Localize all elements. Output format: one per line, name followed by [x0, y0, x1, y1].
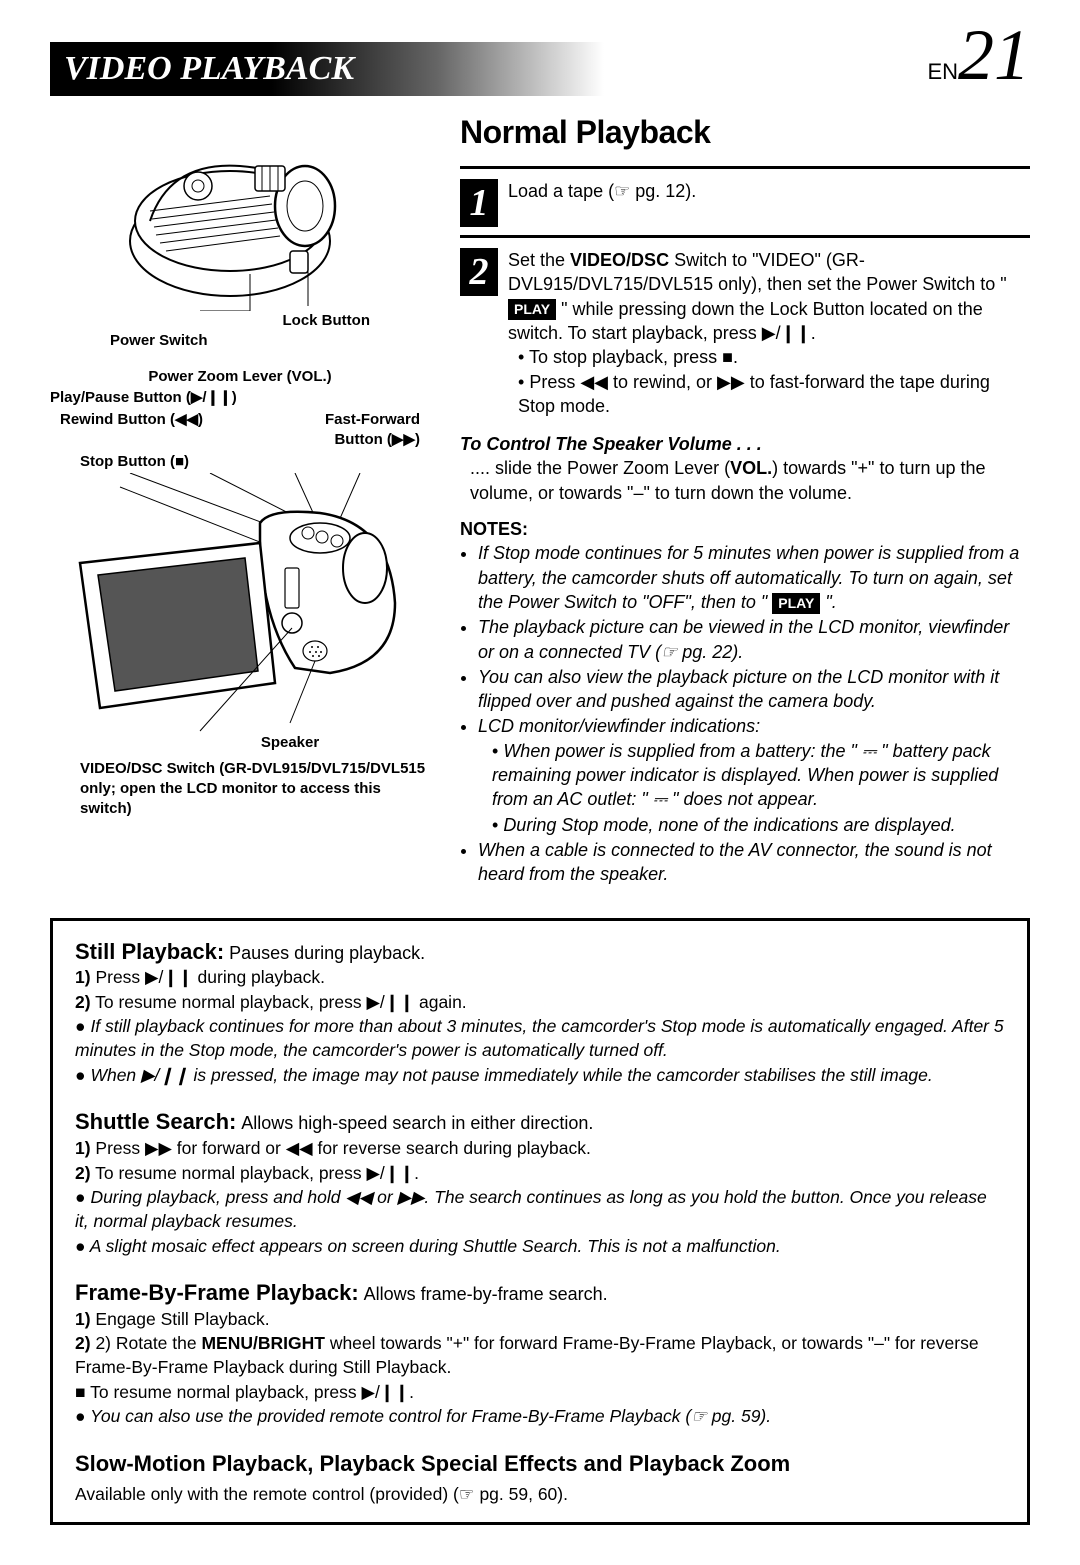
- rewind-label: Rewind Button (◀◀): [60, 410, 203, 451]
- note-5: When a cable is connected to the AV conn…: [478, 838, 1030, 887]
- page-header: VIDEO PLAYBACK EN21: [50, 30, 1030, 96]
- diagram-column: Lock Button Power Switch Power Zoom Leve…: [50, 111, 430, 888]
- slow-title: Slow-Motion Playback, Playback Special E…: [75, 1449, 1005, 1479]
- step-1-number: 1: [460, 179, 498, 227]
- notes-heading: NOTES:: [460, 517, 1030, 541]
- page-lang: EN: [927, 59, 958, 84]
- frame-block: Frame-By-Frame Playback: Allows frame-by…: [75, 1278, 1005, 1429]
- note-2: The playback picture can be viewed in th…: [478, 615, 1030, 664]
- divider: [460, 235, 1030, 238]
- step-1-text: Load a tape (☞ pg. 12).: [508, 179, 1030, 227]
- page-number-block: EN21: [927, 30, 1030, 87]
- dsc-switch-note: VIDEO/DSC Switch (GR-DVL915/DVL715/DVL51…: [50, 753, 430, 820]
- shuttle-bullet-2: A slight mosaic effect appears on screen…: [75, 1235, 1005, 1259]
- still-bullet-1: If still playback continues for more tha…: [75, 1015, 1005, 1062]
- volume-heading: To Control The Speaker Volume . . .: [460, 432, 1030, 456]
- note-4: LCD monitor/viewfinder indications: When…: [478, 714, 1030, 836]
- rewind-ff-note: Press ◀◀ to rewind, or ▶▶ to fast-forwar…: [508, 370, 1030, 419]
- lock-button-label: Lock Button: [283, 312, 371, 329]
- speaker-label: Speaker: [261, 734, 319, 751]
- note-1: If Stop mode continues for 5 minutes whe…: [478, 541, 1030, 614]
- still-title: Still Playback:: [75, 939, 224, 964]
- camcorder-lcd-illustration: [60, 473, 420, 733]
- frame-step-1: 1) Engage Still Playback.: [75, 1308, 1005, 1332]
- normal-playback-title: Normal Playback: [460, 111, 1030, 154]
- frame-step-2: 2) 2) Rotate the MENU/BRIGHT wheel towar…: [75, 1332, 1005, 1379]
- stop-note: To stop playback, press ■.: [508, 345, 1030, 369]
- note-3: You can also view the playback picture o…: [478, 665, 1030, 714]
- divider: [460, 166, 1030, 169]
- stop-label: Stop Button (■): [80, 453, 189, 470]
- step-2-text: Set the VIDEO/DSC Switch to "VIDEO" (GR-…: [508, 248, 1030, 418]
- power-switch-label: Power Switch: [110, 332, 208, 349]
- camcorder-top-illustration: [90, 111, 390, 311]
- power-zoom-label: Power Zoom Lever (VOL.): [148, 368, 331, 385]
- frame-sub: Allows frame-by-frame search.: [364, 1284, 608, 1304]
- section-title-bar: VIDEO PLAYBACK: [50, 42, 604, 96]
- shuttle-step-2: 2) To resume normal playback, press ▶/❙❙…: [75, 1162, 1005, 1186]
- frame-bullet-1: You can also use the provided remote con…: [75, 1405, 1005, 1429]
- note-4a: When power is supplied from a battery: t…: [492, 739, 1030, 812]
- play-mode-label: PLAY: [508, 299, 556, 320]
- still-playback-block: Still Playback: Pauses during playback. …: [75, 937, 1005, 1088]
- frame-title: Frame-By-Frame Playback:: [75, 1280, 359, 1305]
- instructions-column: Normal Playback 1 Load a tape (☞ pg. 12)…: [460, 111, 1030, 888]
- still-step-1: 1) 1) Press ▶/❙❙ during playback.Press ▶…: [75, 966, 1005, 990]
- frame-resume: To resume normal playback, press ▶/❙❙.: [75, 1381, 1005, 1405]
- note-4b: During Stop mode, none of the indication…: [492, 813, 1030, 837]
- features-box: Still Playback: Pauses during playback. …: [50, 918, 1030, 1526]
- still-bullet-2: When ▶/❙❙ is pressed, the image may not …: [75, 1064, 1005, 1088]
- still-sub: Pauses during playback.: [229, 943, 425, 963]
- volume-text: .... slide the Power Zoom Lever (VOL.) t…: [460, 456, 1030, 505]
- notes-list: If Stop mode continues for 5 minutes whe…: [460, 541, 1030, 886]
- shuttle-title: Shuttle Search:: [75, 1109, 236, 1134]
- shuttle-step-1: 1) Press ▶▶ for forward or ◀◀ for revers…: [75, 1137, 1005, 1161]
- slow-motion-block: Slow-Motion Playback, Playback Special E…: [75, 1449, 1005, 1506]
- play-pause-label: Play/Pause Button (▶/❙❙): [50, 389, 237, 406]
- step-2-number: 2: [460, 248, 498, 296]
- slow-text: Available only with the remote control (…: [75, 1483, 1005, 1507]
- still-step-2: 2) To resume normal playback, press ▶/❙❙…: [75, 991, 1005, 1015]
- shuttle-bullet-1: During playback, press and hold ◀◀ or ▶▶…: [75, 1186, 1005, 1233]
- ff-label: Fast-Forward Button (▶▶): [300, 410, 420, 451]
- shuttle-block: Shuttle Search: Allows high-speed search…: [75, 1107, 1005, 1258]
- page-number: 21: [958, 15, 1030, 95]
- shuttle-sub: Allows high-speed search in either direc…: [241, 1113, 593, 1133]
